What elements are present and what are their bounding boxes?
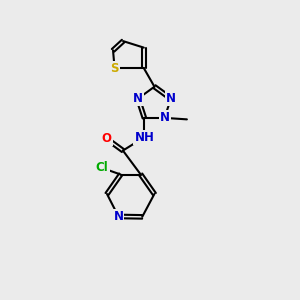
Text: N: N xyxy=(113,210,123,223)
Text: N: N xyxy=(166,92,176,105)
Text: S: S xyxy=(110,61,119,75)
Text: NH: NH xyxy=(134,131,154,144)
Text: Cl: Cl xyxy=(96,161,109,175)
Text: O: O xyxy=(102,132,112,145)
Text: N: N xyxy=(133,92,143,105)
Text: N: N xyxy=(160,111,170,124)
